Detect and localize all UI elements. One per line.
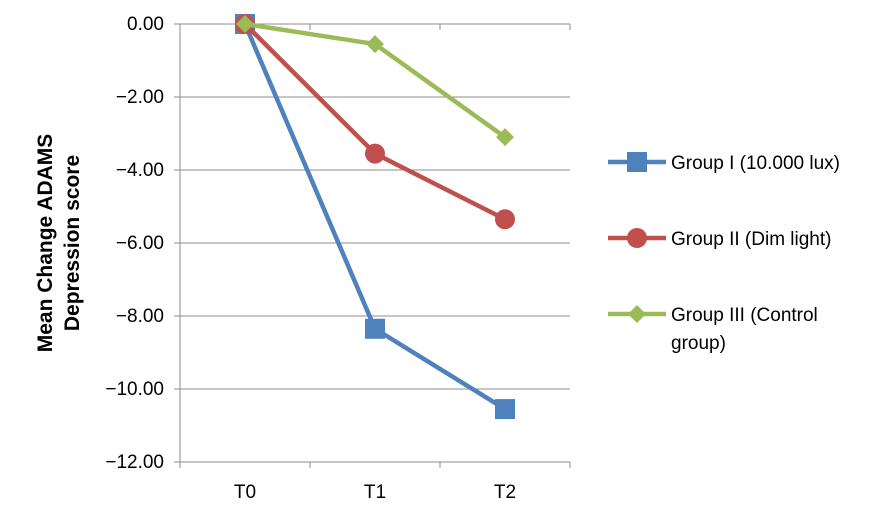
data-point xyxy=(496,128,514,147)
series-1 xyxy=(235,14,515,420)
y-tick-label: −8.00 xyxy=(116,306,164,327)
legend-item-3: Group III (Control group) xyxy=(608,305,818,354)
legend-marker xyxy=(628,305,646,323)
data-point xyxy=(495,209,515,230)
series-lines xyxy=(235,14,515,420)
data-point xyxy=(495,399,515,420)
y-tick-label: −4.00 xyxy=(116,160,164,181)
data-point xyxy=(365,318,385,339)
legend-label-line: Group II (Dim light) xyxy=(671,229,831,250)
legend-label-line: Group I (10.000 lux) xyxy=(671,153,840,174)
y-axis-title-line: Mean Change ADAMS xyxy=(34,134,57,353)
legend-label-line: Group III (Control xyxy=(671,305,818,326)
legend-label: Group II (Dim light) xyxy=(671,229,831,250)
series-3 xyxy=(236,15,514,147)
data-point xyxy=(366,35,384,54)
data-point xyxy=(236,15,254,33)
series-line xyxy=(243,22,507,222)
y-tick-label: −12.00 xyxy=(105,452,164,473)
legend: Group I (10.000 lux) Group II (Dim light)… xyxy=(608,152,840,354)
x-tick-label: T1 xyxy=(364,482,386,503)
y-axis-title-line: Depression score xyxy=(61,155,84,331)
x-tick-labels: T0 T1 T2 xyxy=(234,482,516,503)
series-2 xyxy=(235,14,515,230)
data-point xyxy=(365,143,385,164)
y-axis-label: Mean Change ADAMS Depression score xyxy=(34,134,84,353)
legend-marker xyxy=(627,152,647,172)
y-tick-labels: 0.00 −2.00 −4.00 −6.00 −8.00 −10.00 −12.00 xyxy=(105,14,164,473)
legend-label: Group I (10.000 lux) xyxy=(671,153,840,174)
legend-label: Group III (Control group) xyxy=(671,305,818,354)
y-tick-label: 0.00 xyxy=(127,14,164,35)
legend-item-2: Group II (Dim light) xyxy=(608,228,831,250)
x-tick-label: T2 xyxy=(494,482,516,503)
y-tick-label: −2.00 xyxy=(116,87,164,108)
y-axis-title: Mean Change ADAMS Depression score xyxy=(34,134,84,353)
legend-marker xyxy=(627,228,647,248)
series-line xyxy=(242,23,507,411)
y-tick-label: −6.00 xyxy=(116,233,164,254)
legend-item-1: Group I (10.000 lux) xyxy=(608,152,840,174)
gridlines xyxy=(180,96,570,390)
y-tick-label: −10.00 xyxy=(105,379,164,400)
x-tick-label: T0 xyxy=(234,482,256,503)
legend-label-line: group) xyxy=(671,333,726,354)
